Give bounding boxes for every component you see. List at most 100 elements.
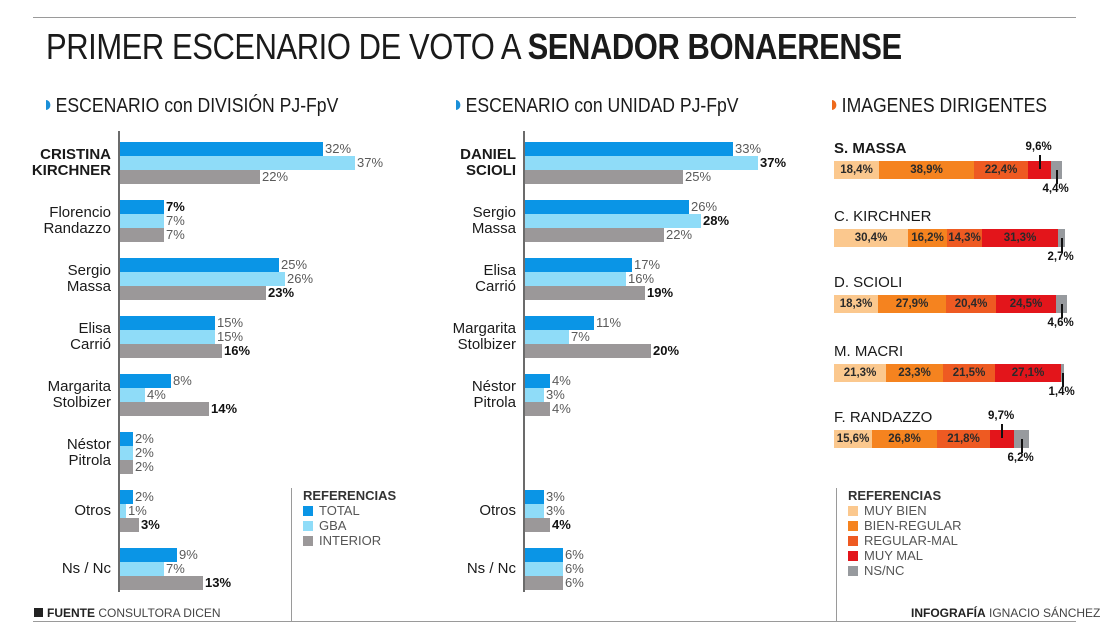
credit-value: IGNACIO SÁNCHEZ	[989, 606, 1101, 620]
bar-gba	[525, 388, 544, 402]
data-label: 3%	[546, 489, 565, 504]
credit-label: INFOGRAFÍA	[911, 606, 986, 620]
data-label: 4%	[147, 387, 166, 402]
section-title-unidad: ESCENARIO con UNIDAD PJ-FpV	[456, 95, 739, 118]
bar-gba	[525, 562, 563, 576]
data-label: 2%	[135, 459, 154, 474]
bar-total	[525, 316, 594, 330]
data-label: 3%	[141, 517, 160, 532]
callout-tick	[1038, 155, 1041, 169]
data-label: 1%	[128, 503, 147, 518]
data-label: 3%	[546, 387, 565, 402]
data-label: 7%	[571, 329, 590, 344]
bar-gba	[120, 446, 133, 460]
segment-muy-bien: 30,4%	[834, 229, 908, 247]
legend-swatch-muy-mal	[848, 551, 858, 561]
chart-axis	[118, 131, 120, 592]
data-label: 6%	[565, 561, 584, 576]
data-label: 16%	[628, 271, 655, 286]
bar-gba	[120, 388, 145, 402]
data-label: 17%	[634, 257, 661, 272]
bar-interior	[525, 286, 645, 300]
bottom-rule	[33, 621, 1076, 622]
top-rule	[33, 17, 1076, 18]
segment-bien-regular: 38,9%	[879, 161, 974, 179]
legend-imagenes: REFERENCIAS MUY BIEN BIEN-REGULAR REGULA…	[848, 488, 962, 578]
data-label: 26%	[691, 199, 718, 214]
legend-label: INTERIOR	[319, 533, 382, 548]
bar-interior	[525, 344, 651, 358]
callout-label: 4,6%	[1047, 317, 1074, 329]
legend-label: BIEN-REGULAR	[864, 518, 962, 533]
bar-gba	[120, 272, 285, 286]
legend-item-regular-mal: REGULAR-MAL	[848, 533, 962, 548]
section-marker-icon	[456, 100, 461, 110]
callout-label: 2,7%	[1047, 251, 1074, 263]
segment-bien-regular: 16,2%	[908, 229, 947, 247]
category-label: Florencio Randazzo	[43, 204, 111, 237]
segment-muy-bien: 15,6%	[834, 430, 872, 448]
legend-item-muy-bien: MUY BIEN	[848, 503, 962, 518]
bar-gba	[525, 272, 626, 286]
segment-regular-mal: 20,4%	[946, 295, 996, 313]
data-label: 14%	[211, 401, 238, 416]
legend-swatch-interior	[303, 536, 313, 546]
data-label: 26%	[287, 271, 314, 286]
data-label: 15%	[217, 315, 244, 330]
legend-title: REFERENCIAS	[848, 488, 942, 503]
section-title-division: ESCENARIO con DIVISIÓN PJ-FpV	[46, 95, 338, 118]
legend-item-gba: GBA	[303, 518, 396, 533]
legend-swatch-bien-regular	[848, 521, 858, 531]
segment-muy-bien: 21,3%	[834, 364, 886, 382]
data-label: 2%	[135, 431, 154, 446]
bar-gba	[120, 504, 126, 518]
source-value: CONSULTORA DICEN	[98, 606, 221, 620]
category-label: Ns / Nc	[61, 560, 111, 577]
data-label: 22%	[666, 227, 693, 242]
bar-interior	[120, 576, 203, 590]
bar-total	[525, 200, 689, 214]
callout-tick	[1001, 424, 1003, 438]
data-label: 3%	[546, 503, 565, 518]
segment-regular-mal: 22,4%	[974, 161, 1028, 179]
data-label: 37%	[357, 155, 384, 170]
category-label: Otros	[479, 502, 516, 519]
bar-total	[120, 142, 323, 156]
segment-bien-regular: 27,9%	[878, 295, 946, 313]
stacked-bar: 18,3% 27,9% 20,4% 24,5%	[834, 295, 1074, 313]
bar-interior	[120, 402, 209, 416]
category-label: Margarita Stolbizer	[47, 378, 111, 411]
data-label: 2%	[135, 489, 154, 504]
data-label: 7%	[166, 213, 185, 228]
data-label: 4%	[552, 517, 571, 532]
legend-swatch-total	[303, 506, 313, 516]
stacked-bar: 21,3% 23,3% 21,5% 27,1%	[834, 364, 1074, 382]
legend-votes: REFERENCIAS TOTAL GBA INTERIOR	[303, 488, 396, 548]
stacked-bar: 15,6% 26,8% 21,8%	[834, 430, 1074, 448]
data-label: 7%	[166, 199, 185, 214]
bar-interior	[120, 286, 266, 300]
legend-swatch-gba	[303, 521, 313, 531]
bar-interior	[120, 518, 139, 532]
data-label: 22%	[262, 169, 289, 184]
bar-interior	[120, 344, 222, 358]
callout-label: 1,4%	[1048, 386, 1075, 398]
legend-swatch-muy-bien	[848, 506, 858, 516]
legend-item-muy-mal: MUY MAL	[848, 548, 962, 563]
legend-swatch-ns-nc	[848, 566, 858, 576]
category-label: Néstor Pitrola	[66, 436, 111, 469]
category-label: Sergio Massa	[471, 204, 516, 237]
segment-regular-mal: 21,5%	[943, 364, 995, 382]
data-label: 37%	[760, 155, 787, 170]
data-label: 32%	[325, 141, 352, 156]
bar-interior	[120, 228, 164, 242]
legend-item-total: TOTAL	[303, 503, 396, 518]
title-bold: SENADOR BONAERENSE	[527, 26, 903, 67]
segment-bien-regular: 26,8%	[872, 430, 937, 448]
legend-separator-left	[291, 488, 292, 621]
page-title: PRIMER ESCENARIO DE VOTO A SENADOR BONAE…	[46, 26, 902, 68]
data-label: 25%	[281, 257, 308, 272]
stacked-bar: 30,4% 16,2% 14,3% 31,3%	[834, 229, 1074, 247]
bar-interior	[525, 518, 550, 532]
bar-gba	[120, 214, 164, 228]
